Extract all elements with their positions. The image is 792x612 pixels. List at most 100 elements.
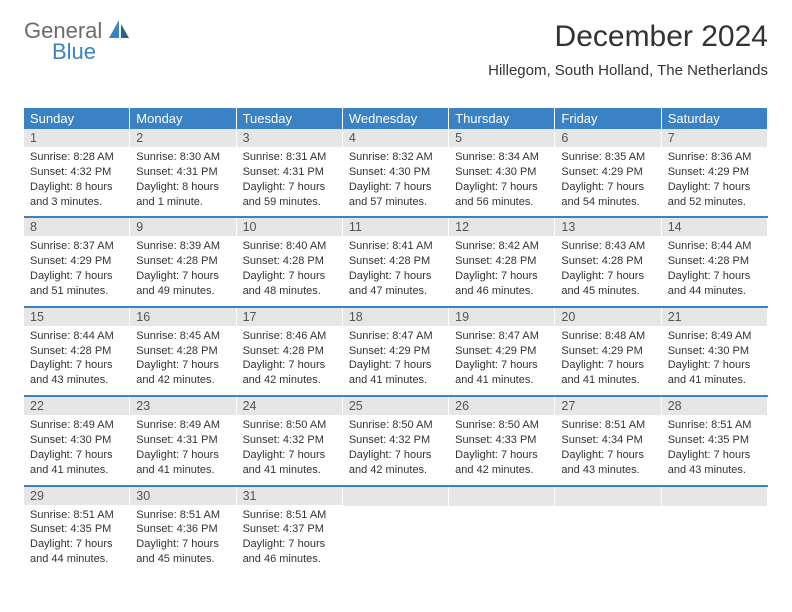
day-number: 23 [130, 397, 235, 415]
empty-day-number [555, 487, 660, 506]
day-details: Sunrise: 8:49 AMSunset: 4:30 PMDaylight:… [24, 415, 129, 482]
calendar-cell: 11Sunrise: 8:41 AMSunset: 4:28 PMDayligh… [343, 218, 449, 303]
calendar-cell: 2Sunrise: 8:30 AMSunset: 4:31 PMDaylight… [130, 129, 236, 214]
day-details: Sunrise: 8:43 AMSunset: 4:28 PMDaylight:… [555, 236, 660, 303]
sail-icon [109, 25, 131, 42]
day-number: 14 [662, 218, 767, 236]
calendar-cell [662, 487, 768, 572]
day-details: Sunrise: 8:36 AMSunset: 4:29 PMDaylight:… [662, 147, 767, 214]
day-header: Wednesday [343, 108, 449, 129]
day-details: Sunrise: 8:50 AMSunset: 4:32 PMDaylight:… [237, 415, 342, 482]
calendar-cell: 3Sunrise: 8:31 AMSunset: 4:31 PMDaylight… [237, 129, 343, 214]
calendar-cell: 12Sunrise: 8:42 AMSunset: 4:28 PMDayligh… [449, 218, 555, 303]
day-number: 29 [24, 487, 129, 505]
day-details: Sunrise: 8:51 AMSunset: 4:35 PMDaylight:… [662, 415, 767, 482]
day-number: 27 [555, 397, 660, 415]
calendar-cell: 15Sunrise: 8:44 AMSunset: 4:28 PMDayligh… [24, 308, 130, 393]
day-number: 31 [237, 487, 342, 505]
empty-details [662, 506, 767, 569]
calendar-cell: 14Sunrise: 8:44 AMSunset: 4:28 PMDayligh… [662, 218, 768, 303]
day-number: 11 [343, 218, 448, 236]
day-details: Sunrise: 8:48 AMSunset: 4:29 PMDaylight:… [555, 326, 660, 393]
day-number: 21 [662, 308, 767, 326]
day-number: 30 [130, 487, 235, 505]
day-number: 26 [449, 397, 554, 415]
day-details: Sunrise: 8:51 AMSunset: 4:34 PMDaylight:… [555, 415, 660, 482]
calendar-cell: 27Sunrise: 8:51 AMSunset: 4:34 PMDayligh… [555, 397, 661, 482]
calendar-cell: 16Sunrise: 8:45 AMSunset: 4:28 PMDayligh… [130, 308, 236, 393]
day-details: Sunrise: 8:35 AMSunset: 4:29 PMDaylight:… [555, 147, 660, 214]
page-subtitle: Hillegom, South Holland, The Netherlands [488, 62, 768, 79]
page-title: December 2024 [488, 20, 768, 54]
day-details: Sunrise: 8:40 AMSunset: 4:28 PMDaylight:… [237, 236, 342, 303]
calendar-cell: 13Sunrise: 8:43 AMSunset: 4:28 PMDayligh… [555, 218, 661, 303]
day-number: 1 [24, 129, 129, 147]
empty-details [343, 506, 448, 569]
empty-day-number [449, 487, 554, 506]
calendar-cell [555, 487, 661, 572]
day-details: Sunrise: 8:49 AMSunset: 4:30 PMDaylight:… [662, 326, 767, 393]
calendar-cell: 10Sunrise: 8:40 AMSunset: 4:28 PMDayligh… [237, 218, 343, 303]
day-details: Sunrise: 8:41 AMSunset: 4:28 PMDaylight:… [343, 236, 448, 303]
calendar-cell: 22Sunrise: 8:49 AMSunset: 4:30 PMDayligh… [24, 397, 130, 482]
day-number: 16 [130, 308, 235, 326]
logo: General Blue [24, 20, 131, 63]
logo-line2: Blue [52, 41, 131, 63]
day-number: 12 [449, 218, 554, 236]
day-number: 9 [130, 218, 235, 236]
empty-day-number [343, 487, 448, 506]
day-number: 3 [237, 129, 342, 147]
calendar-cell: 7Sunrise: 8:36 AMSunset: 4:29 PMDaylight… [662, 129, 768, 214]
day-details: Sunrise: 8:44 AMSunset: 4:28 PMDaylight:… [24, 326, 129, 393]
empty-details [449, 506, 554, 569]
day-header: Monday [130, 108, 236, 129]
empty-details [555, 506, 660, 569]
day-details: Sunrise: 8:30 AMSunset: 4:31 PMDaylight:… [130, 147, 235, 214]
day-header: Saturday [662, 108, 768, 129]
day-details: Sunrise: 8:50 AMSunset: 4:32 PMDaylight:… [343, 415, 448, 482]
calendar-cell: 21Sunrise: 8:49 AMSunset: 4:30 PMDayligh… [662, 308, 768, 393]
day-details: Sunrise: 8:51 AMSunset: 4:35 PMDaylight:… [24, 505, 129, 572]
day-number: 19 [449, 308, 554, 326]
day-number: 8 [24, 218, 129, 236]
day-number: 7 [662, 129, 767, 147]
day-number: 6 [555, 129, 660, 147]
day-details: Sunrise: 8:45 AMSunset: 4:28 PMDaylight:… [130, 326, 235, 393]
day-number: 10 [237, 218, 342, 236]
day-number: 18 [343, 308, 448, 326]
calendar-cell: 4Sunrise: 8:32 AMSunset: 4:30 PMDaylight… [343, 129, 449, 214]
day-details: Sunrise: 8:39 AMSunset: 4:28 PMDaylight:… [130, 236, 235, 303]
day-number: 24 [237, 397, 342, 415]
day-details: Sunrise: 8:31 AMSunset: 4:31 PMDaylight:… [237, 147, 342, 214]
calendar-cell: 29Sunrise: 8:51 AMSunset: 4:35 PMDayligh… [24, 487, 130, 572]
day-number: 20 [555, 308, 660, 326]
calendar-cell: 1Sunrise: 8:28 AMSunset: 4:32 PMDaylight… [24, 129, 130, 214]
calendar-grid: SundayMondayTuesdayWednesdayThursdayFrid… [24, 108, 768, 572]
day-number: 22 [24, 397, 129, 415]
day-number: 25 [343, 397, 448, 415]
day-number: 28 [662, 397, 767, 415]
day-number: 2 [130, 129, 235, 147]
calendar-cell: 5Sunrise: 8:34 AMSunset: 4:30 PMDaylight… [449, 129, 555, 214]
day-details: Sunrise: 8:42 AMSunset: 4:28 PMDaylight:… [449, 236, 554, 303]
calendar-cell: 17Sunrise: 8:46 AMSunset: 4:28 PMDayligh… [237, 308, 343, 393]
calendar-cell: 18Sunrise: 8:47 AMSunset: 4:29 PMDayligh… [343, 308, 449, 393]
day-details: Sunrise: 8:28 AMSunset: 4:32 PMDaylight:… [24, 147, 129, 214]
calendar-cell: 8Sunrise: 8:37 AMSunset: 4:29 PMDaylight… [24, 218, 130, 303]
day-details: Sunrise: 8:50 AMSunset: 4:33 PMDaylight:… [449, 415, 554, 482]
day-details: Sunrise: 8:44 AMSunset: 4:28 PMDaylight:… [662, 236, 767, 303]
calendar-cell: 30Sunrise: 8:51 AMSunset: 4:36 PMDayligh… [130, 487, 236, 572]
calendar-cell: 6Sunrise: 8:35 AMSunset: 4:29 PMDaylight… [555, 129, 661, 214]
day-details: Sunrise: 8:47 AMSunset: 4:29 PMDaylight:… [449, 326, 554, 393]
calendar-cell: 23Sunrise: 8:49 AMSunset: 4:31 PMDayligh… [130, 397, 236, 482]
day-number: 5 [449, 129, 554, 147]
calendar-cell: 19Sunrise: 8:47 AMSunset: 4:29 PMDayligh… [449, 308, 555, 393]
day-number: 4 [343, 129, 448, 147]
calendar-cell [343, 487, 449, 572]
calendar-cell: 25Sunrise: 8:50 AMSunset: 4:32 PMDayligh… [343, 397, 449, 482]
day-number: 17 [237, 308, 342, 326]
day-header: Sunday [24, 108, 130, 129]
day-details: Sunrise: 8:51 AMSunset: 4:37 PMDaylight:… [237, 505, 342, 572]
calendar-cell: 26Sunrise: 8:50 AMSunset: 4:33 PMDayligh… [449, 397, 555, 482]
calendar-cell: 31Sunrise: 8:51 AMSunset: 4:37 PMDayligh… [237, 487, 343, 572]
